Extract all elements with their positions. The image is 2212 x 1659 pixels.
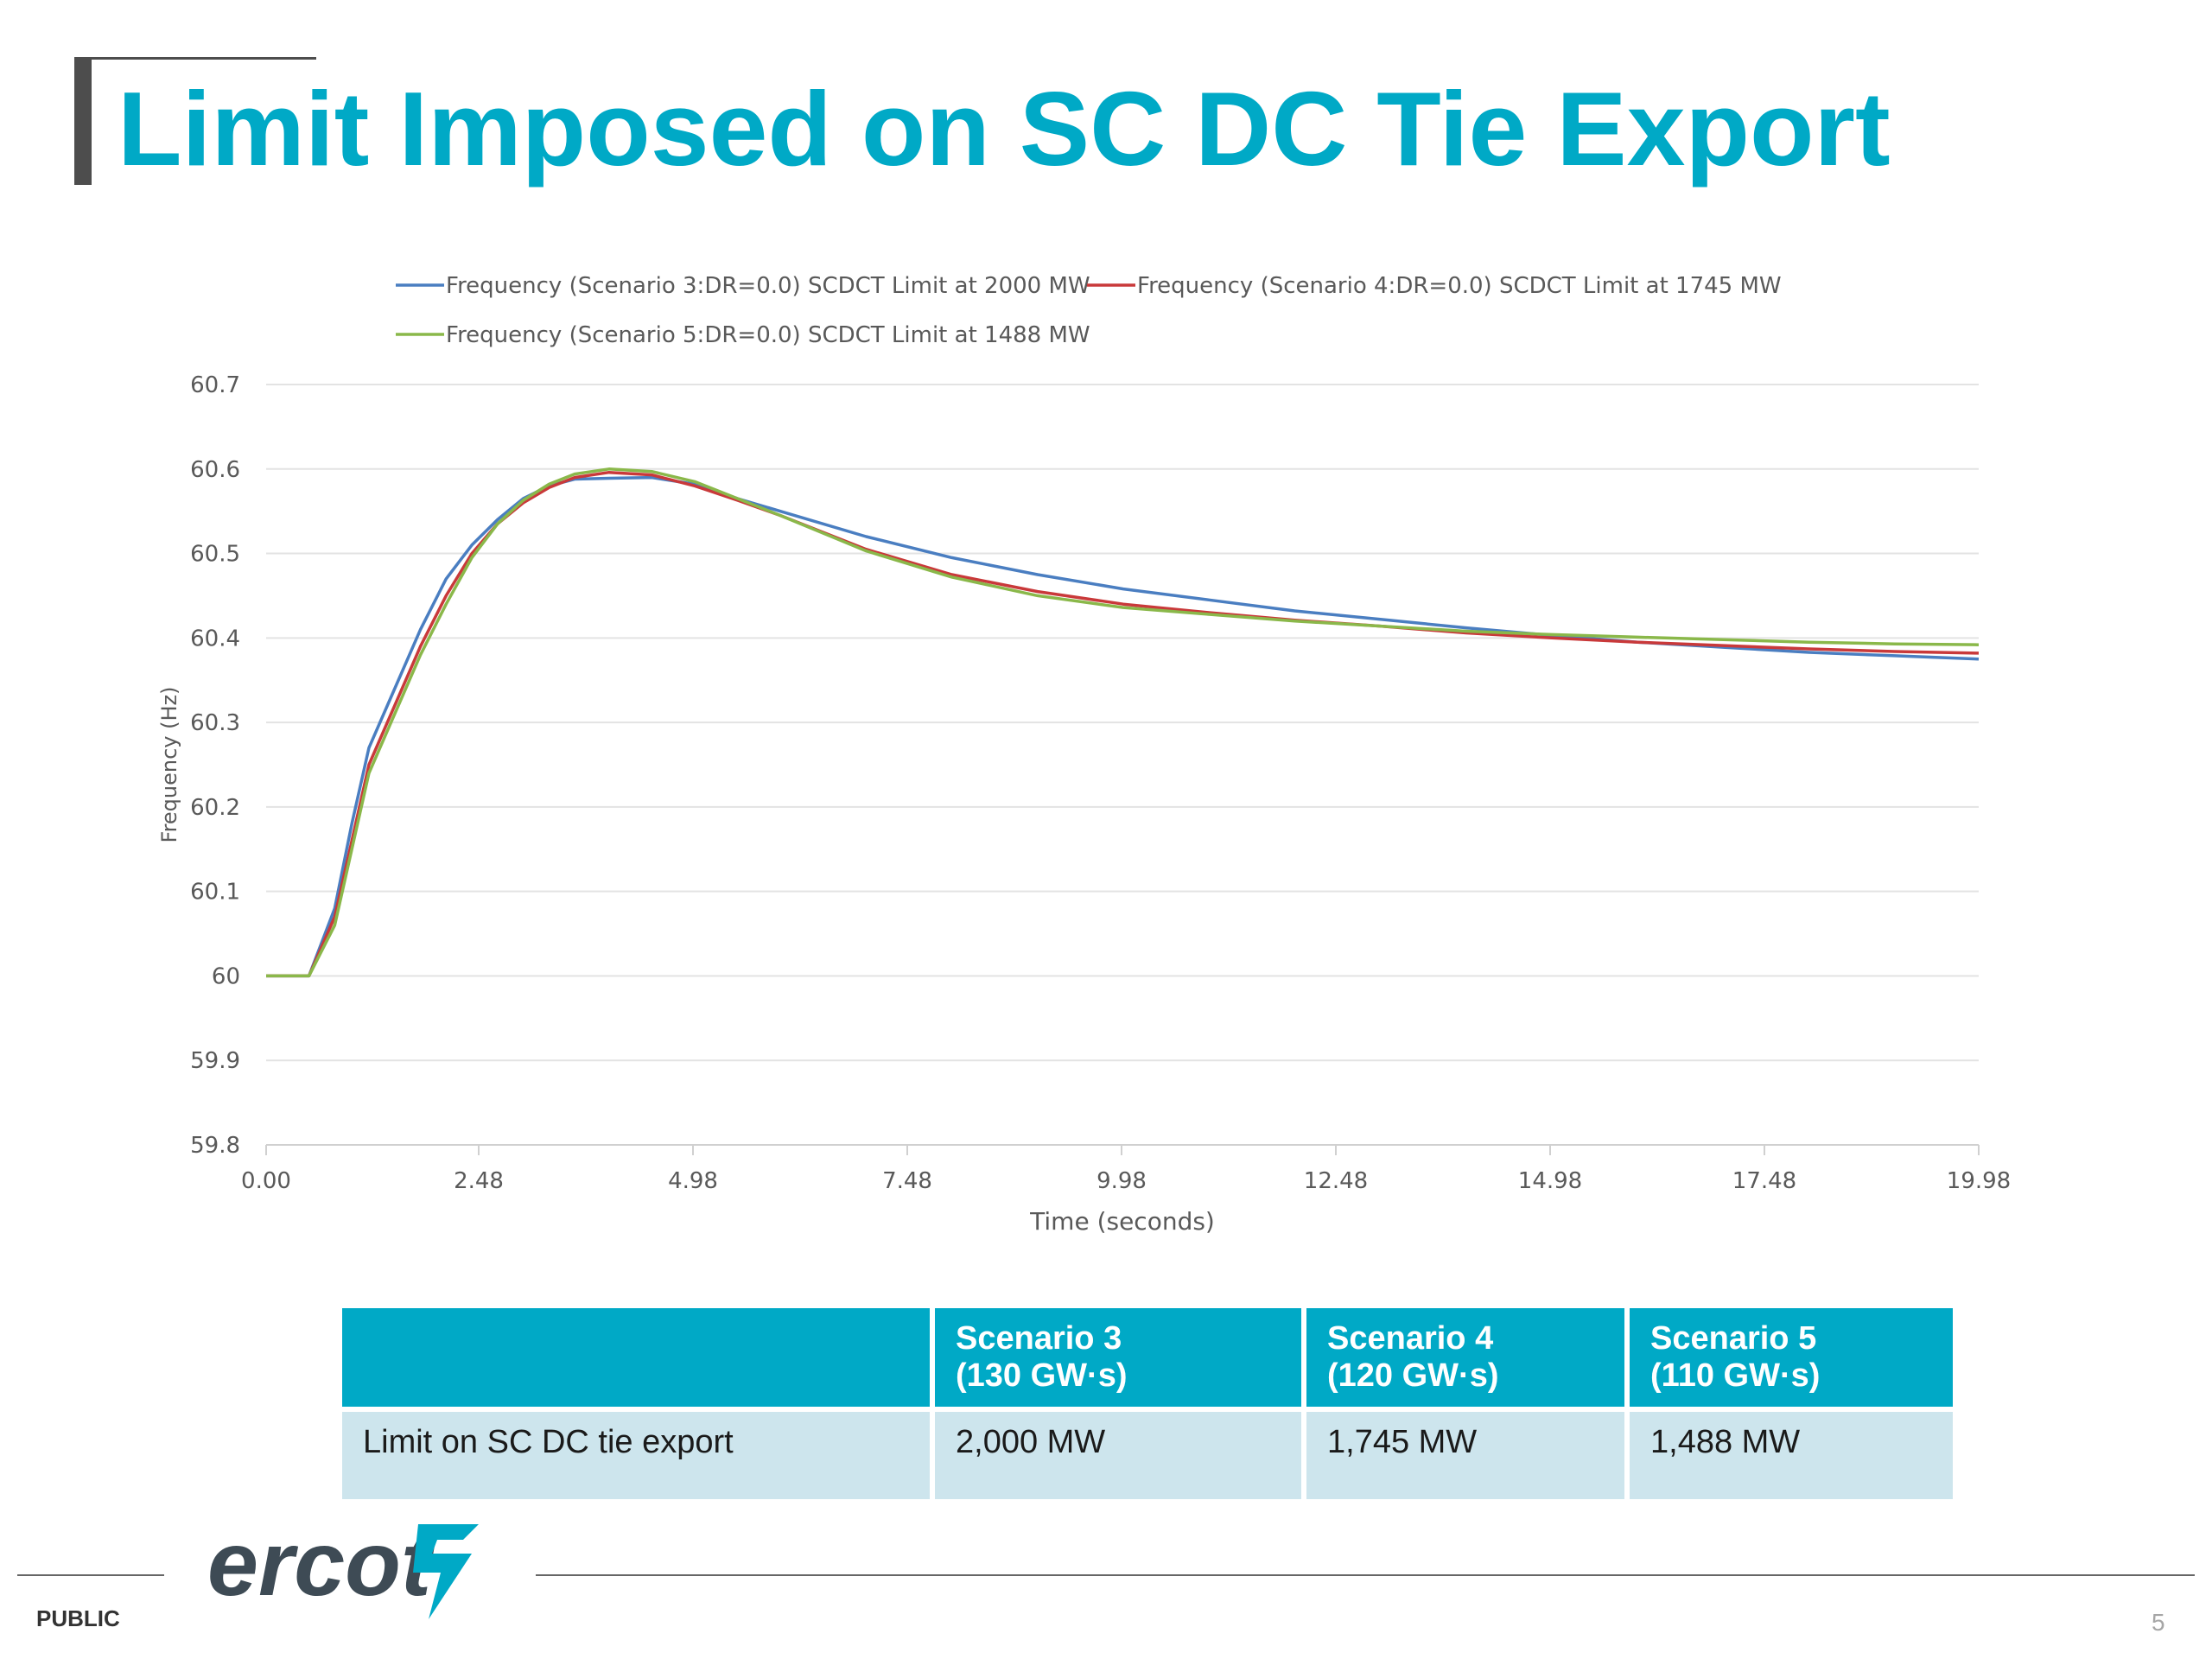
y-tick-label: 60.2 — [190, 795, 240, 821]
y-tick-label: 60.6 — [190, 457, 240, 483]
ercot-logo: ercot — [199, 1512, 510, 1633]
chart-series-lines — [266, 467, 1980, 978]
frequency-chart: Frequency (Scenario 3:DR=0.0) SCDCT Limi… — [157, 273, 2011, 1236]
table-header-scenario-5: Scenario 5 (110 GW·s) — [1630, 1308, 1953, 1407]
x-tick-label: 0.00 — [241, 1168, 291, 1194]
y-tick-label: 60.5 — [190, 542, 240, 568]
slide-title: Limit Imposed on SC DC Tie Export — [118, 70, 1891, 188]
x-axis-label: Time (seconds) — [1029, 1207, 1215, 1236]
table-cell-scenario-5: 1,488 MW — [1630, 1412, 1953, 1499]
y-tick-label: 59.8 — [190, 1133, 240, 1159]
table-row-label: Limit on SC DC tie export — [342, 1412, 930, 1499]
x-tick-label: 2.48 — [454, 1168, 504, 1194]
series-line-3 — [266, 467, 1980, 978]
logo-wordmark: ercot — [207, 1513, 432, 1615]
series-line-1 — [266, 475, 1980, 978]
legend-label: Frequency (Scenario 5:DR=0.0) SCDCT Limi… — [446, 322, 1090, 348]
y-axis-tick-labels: 60.7 60.6 60.5 60.4 60.3 60.2 60.1 60 59.9 59.8 — [190, 372, 240, 1159]
x-tick-label: 14.98 — [1518, 1168, 1582, 1194]
x-tick-label: 4.98 — [668, 1168, 718, 1194]
title-accent-line — [74, 57, 316, 60]
texas-lightning-icon — [413, 1524, 479, 1619]
footer-public-label: PUBLIC — [36, 1605, 120, 1631]
table-cell-scenario-3: 2,000 MW — [935, 1412, 1301, 1499]
y-tick-label: 60.4 — [190, 626, 240, 652]
x-tick-label: 19.98 — [1947, 1168, 2011, 1194]
table-header-scenario-3: Scenario 3 (130 GW·s) — [935, 1308, 1301, 1407]
footer-divider-right — [536, 1574, 2195, 1576]
chart-legend: Frequency (Scenario 3:DR=0.0) SCDCT Limi… — [396, 273, 1782, 348]
page-number: 5 — [2152, 1609, 2165, 1636]
table-header-scenario-4: Scenario 4 (120 GW·s) — [1306, 1308, 1624, 1407]
y-tick-label: 60.7 — [190, 372, 240, 398]
legend-label: Frequency (Scenario 3:DR=0.0) SCDCT Limi… — [446, 273, 1090, 299]
footer-divider-left — [17, 1574, 164, 1576]
y-tick-label: 59.9 — [190, 1048, 240, 1074]
x-tick-label: 9.98 — [1096, 1168, 1147, 1194]
y-tick-label: 60.1 — [190, 880, 240, 906]
table-row: Limit on SC DC tie export 2,000 MW 1,745… — [342, 1412, 1953, 1499]
table-cell-scenario-4: 1,745 MW — [1306, 1412, 1624, 1499]
y-tick-label: 60.3 — [190, 710, 240, 736]
series-line-2 — [266, 470, 1980, 978]
x-axis-tick-labels: 0.00 2.48 4.98 7.48 9.98 12.48 14.98 17.48 19.98 — [241, 1145, 2011, 1194]
x-tick-label: 12.48 — [1304, 1168, 1368, 1194]
x-tick-label: 7.48 — [882, 1168, 932, 1194]
title-accent-bar — [74, 59, 92, 185]
legend-label: Frequency (Scenario 4:DR=0.0) SCDCT Limi… — [1137, 273, 1782, 299]
y-axis-label: Frequency (Hz) — [157, 687, 181, 843]
table-header-row: Scenario 3 (130 GW·s) Scenario 4 (120 GW·s… — [342, 1308, 1953, 1407]
table-header-cell — [342, 1308, 930, 1407]
x-tick-label: 17.48 — [1732, 1168, 1796, 1194]
y-tick-label: 60 — [212, 963, 240, 989]
scenario-table: Scenario 3 (130 GW·s) Scenario 4 (120 GW·s… — [337, 1303, 1958, 1504]
